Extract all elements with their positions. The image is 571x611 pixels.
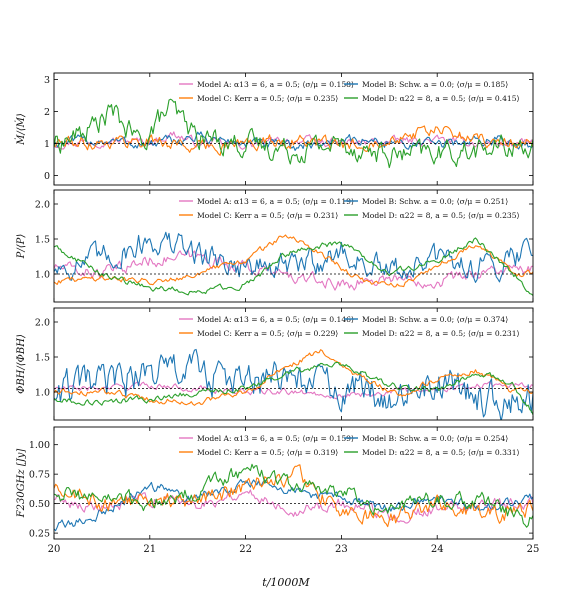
series-line-model_c (54, 349, 533, 406)
series-line-model_d (54, 237, 533, 296)
series-line-model_d (54, 463, 533, 528)
legend: Model A: α13 = 6, a = 0.5; ⟨σ/μ = 0.158⟩… (179, 80, 520, 103)
series-line-model_c (54, 125, 533, 156)
series-line-model_c (54, 234, 533, 288)
legend: Model A: α13 = 6, a = 0.5; ⟨σ/μ = 0.146⟩… (179, 315, 520, 338)
panel-frame (53, 307, 534, 421)
series-line-model_b (54, 479, 533, 532)
legend-label-model_b: Model B: Schw. a = 0.0; ⟨σ/μ = 0.251⟩ (362, 197, 508, 206)
y-tick-label: 0 (44, 171, 50, 182)
y-tick-label: 2.0 (35, 318, 50, 329)
series-line-model_b (54, 348, 533, 420)
legend-label-model_c: Model C: Kerr a = 0.5; ⟨σ/μ = 0.235⟩ (197, 94, 338, 103)
legend-label-model_d: Model D: α22 = 8, a = 0.5; ⟨σ/μ = 0.415⟩ (362, 94, 520, 103)
series-line-model_d (54, 361, 533, 416)
x-tick-label: 20 (48, 544, 61, 555)
legend-label-model_a: Model A: α13 = 6, a = 0.5; ⟨σ/μ = 0.158⟩ (197, 80, 354, 89)
legend-label-model_a: Model A: α13 = 6, a = 0.5; ⟨σ/μ = 0.119⟩ (197, 197, 354, 206)
legend-label-model_d: Model D: α22 = 8, a = 0.5; ⟨σ/μ = 0.331⟩ (362, 448, 520, 457)
x-tick-label: 21 (143, 544, 156, 555)
legend-label-model_d: Model D: α22 = 8, a = 0.5; ⟨σ/μ = 0.231⟩ (362, 329, 520, 338)
x-tick-label: 25 (527, 544, 540, 555)
y-tick-label: 2.0 (35, 200, 50, 211)
legend-label-model_a: Model A: α13 = 6, a = 0.5; ⟨σ/μ = 0.146⟩ (197, 315, 354, 324)
panel-power: 1.0 1.5 2.0 P/⟨P⟩ Model A: α13 = 6, a = 0.5;… (16, 189, 534, 303)
series-line-model_b (54, 231, 533, 283)
y-tick-label: 0.75 (29, 470, 50, 481)
y-axis-label: Ṁ/⟨Ṁ⟩ (15, 113, 27, 146)
x-tick-label: 22 (239, 544, 252, 555)
y-tick-label: 3 (44, 75, 50, 86)
y-tick-label: 1.5 (35, 353, 50, 364)
x-tick-label: 24 (431, 544, 444, 555)
legend-label-model_b: Model B: Schw. a = 0.0; ⟨σ/μ = 0.374⟩ (362, 315, 508, 324)
panel-frame (53, 72, 534, 186)
panel-frame (53, 426, 534, 540)
series-line-model_d (54, 98, 533, 169)
legend-label-model_c: Model C: Kerr a = 0.5; ⟨σ/μ = 0.319⟩ (197, 448, 338, 457)
y-tick-label: 0.50 (29, 499, 50, 510)
legend-label-model_a: Model A: α13 = 6, a = 0.5; ⟨σ/μ = 0.159⟩ (197, 434, 354, 443)
legend-label-model_c: Model C: Kerr a = 0.5; ⟨σ/μ = 0.231⟩ (197, 211, 338, 220)
panel-flux: 1.0 1.5 2.0 ΦBH/⟨ΦBH⟩ Model A: α13 = 6, a = … (16, 307, 534, 421)
y-tick-label: 1.0 (35, 388, 50, 399)
panel-mdot: 0 1 2 3 Ṁ/⟨Ṁ⟩ Model A: α13 = 6, a = 0.5; ⟨σ/μ… (15, 72, 534, 186)
legend-label-model_b: Model B: Schw. a = 0.0; ⟨σ/μ = 0.185⟩ (362, 80, 508, 89)
y-axis-label: F230GHz [Jy] (16, 449, 27, 519)
y-tick-label: 1 (44, 139, 50, 150)
x-axis-label: t/1000M (262, 576, 310, 589)
y-tick-label: 2 (44, 107, 50, 118)
legend: Model A: α13 = 6, a = 0.5; ⟨σ/μ = 0.119⟩… (179, 197, 520, 220)
legend-label-model_c: Model C: Kerr a = 0.5; ⟨σ/μ = 0.229⟩ (197, 329, 338, 338)
panel-frame (53, 189, 534, 303)
series-line-model_b (54, 131, 533, 151)
y-tick-label: 1.5 (35, 235, 50, 246)
legend-label-model_b: Model B: Schw. a = 0.0; ⟨σ/μ = 0.254⟩ (362, 434, 508, 443)
series-line-model_a (54, 249, 533, 291)
y-tick-label: 1.0 (35, 270, 50, 281)
y-tick-label: 0.25 (29, 529, 50, 540)
y-axis-label: P/⟨P⟩ (16, 234, 27, 260)
y-axis-label: ΦBH/⟨ΦBH⟩ (16, 334, 27, 394)
y-tick-label: 1.00 (29, 440, 50, 451)
legend-label-model_d: Model D: α22 = 8, a = 0.5; ⟨σ/μ = 0.235⟩ (362, 211, 520, 220)
legend: Model A: α13 = 6, a = 0.5; ⟨σ/μ = 0.159⟩… (179, 434, 520, 457)
x-tick-label: 23 (335, 544, 348, 555)
